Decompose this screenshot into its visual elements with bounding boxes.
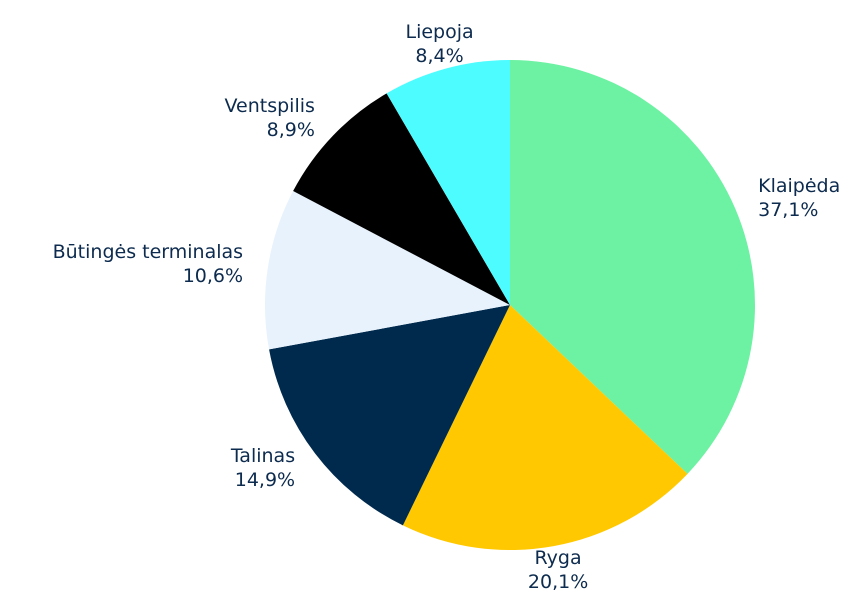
slice-value-label: 10,6% (183, 265, 243, 287)
slice-label: Liepoja (405, 21, 473, 43)
pie-slice (269, 305, 510, 526)
slice-value-label: 8,9% (267, 119, 315, 141)
pie-slice (402, 305, 688, 550)
slice-value-label: 37,1% (758, 199, 818, 221)
slice-label: Ryga (535, 547, 582, 569)
slice-label: Būtingės terminalas (53, 241, 243, 263)
pie-slice (293, 93, 510, 305)
slice-label: Talinas (230, 445, 295, 467)
slice-label: Ventspilis (225, 95, 315, 117)
slice-label: Klaipėda (758, 175, 840, 197)
slice-value-label: 20,1% (528, 571, 588, 593)
pie-slice (386, 60, 510, 305)
pie-slice (510, 60, 756, 474)
slice-value-label: 14,9% (235, 469, 295, 491)
slice-value-label: 8,4% (415, 45, 463, 67)
pie-slice (265, 191, 510, 350)
